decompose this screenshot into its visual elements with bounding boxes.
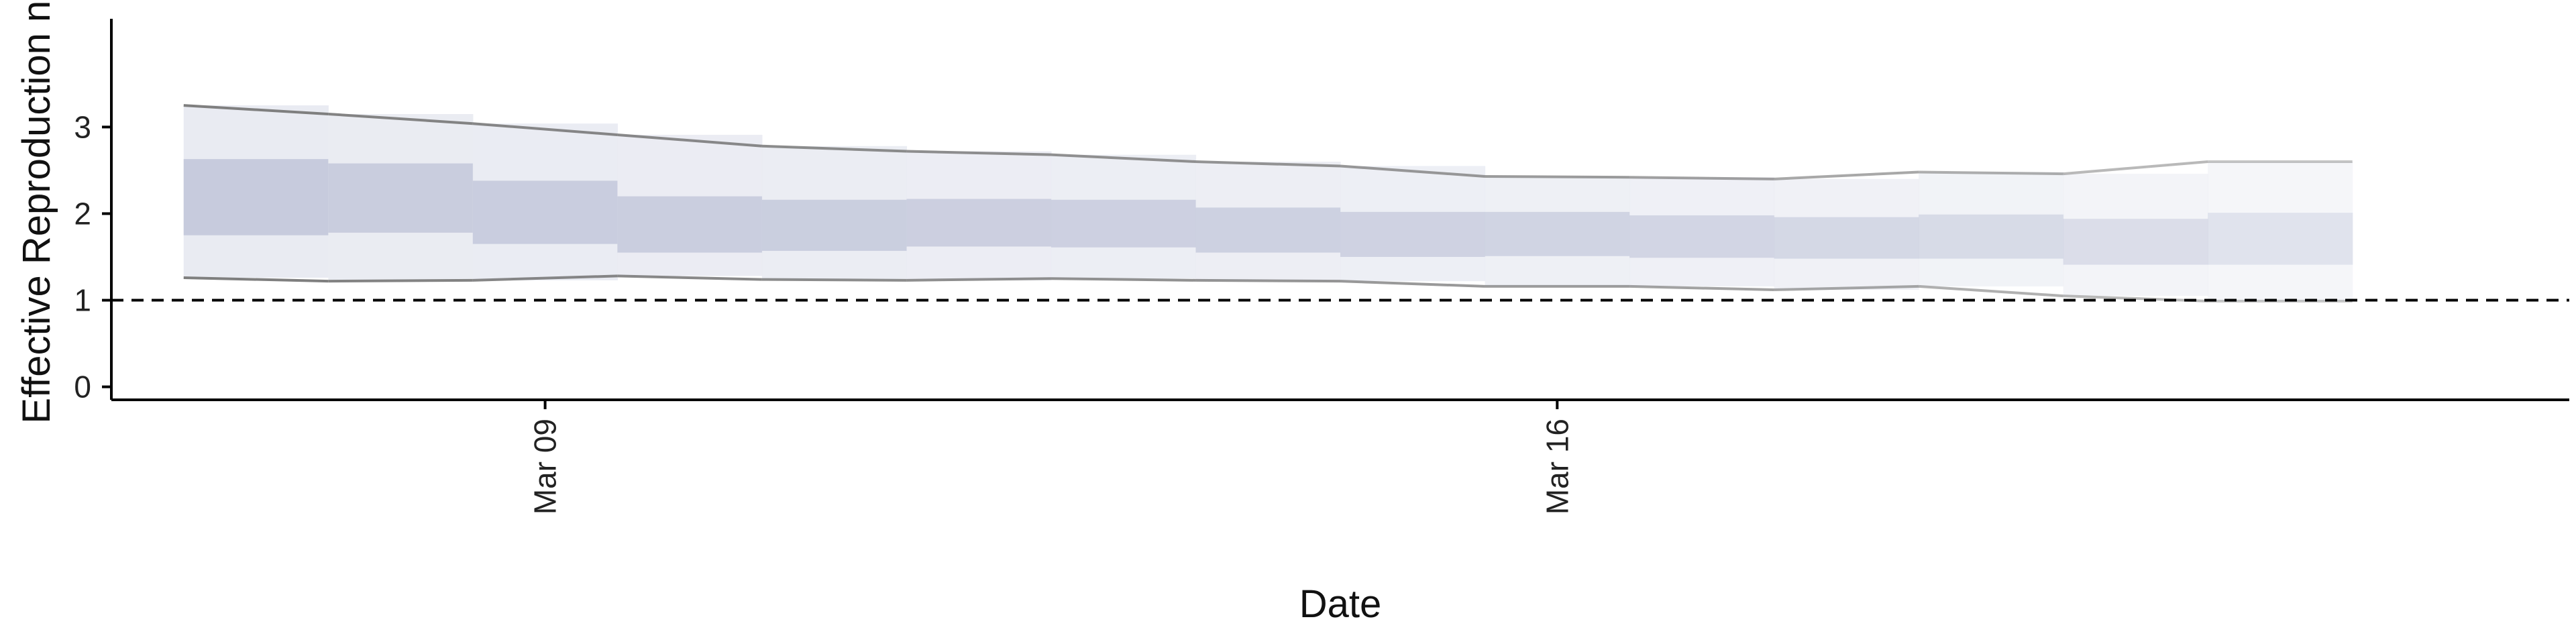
upper90-outline-segment (472, 122, 618, 136)
y-axis-ticks: 0 1 2 3 (74, 109, 111, 405)
inner-band-segment (906, 199, 1052, 247)
upper90-outline-segment (1051, 153, 1196, 163)
lower90-outline-segment (906, 277, 1051, 282)
lower90-outline-segment (1195, 278, 1341, 283)
x-tick-label: Mar 09 (528, 419, 563, 515)
inner-band-segment (472, 180, 618, 244)
upper90-outline-segment (761, 144, 907, 153)
upper90-outline-segment (1485, 174, 1630, 179)
inner-band-segment (1485, 211, 1630, 256)
upper90-outline-segment (1195, 160, 1341, 168)
inner-band-segment (1340, 211, 1486, 257)
inner-band-segment (1051, 199, 1197, 248)
inner-band-segment (183, 159, 329, 235)
lower90-outline-segment (1774, 284, 1919, 292)
inner-band-segment (617, 196, 763, 253)
y-tick-label: 1 (74, 283, 91, 318)
inner-band-segment (2063, 219, 2208, 265)
lower90-outline-segment (183, 276, 329, 283)
upper90-outline-segment (1340, 164, 1485, 178)
outer-band-segment (2208, 162, 2353, 301)
x-axis-ticks: Mar 09 Mar 16 (528, 400, 1574, 515)
upper90-outline-segment (1774, 170, 1919, 180)
lower90-outline-segment (1051, 277, 1196, 282)
inner-band-segment (761, 199, 908, 251)
inner-band-segment (1629, 215, 1775, 258)
outer-band-outlines (183, 104, 2353, 303)
y-axis-title: Effective Reproduction no. (15, 0, 58, 424)
upper90-outline-segment (1629, 176, 1774, 180)
upper90-outline-segment (617, 133, 763, 148)
upper90-outline-segment (906, 150, 1051, 156)
credible-interval-bands (183, 105, 2353, 301)
inner-band-segment (1919, 214, 2064, 259)
inner-band-segment (1195, 207, 1341, 253)
y-tick-label: 0 (74, 370, 91, 405)
lower90-outline-segment (2063, 294, 2208, 303)
lower90-outline-segment (328, 278, 473, 283)
upper90-outline-segment (328, 113, 473, 125)
inner-band-segment (1774, 217, 1919, 259)
lower90-outline-segment (617, 274, 762, 281)
upper90-outline-segment (1919, 170, 2063, 176)
lower90-outline-segment (1918, 284, 2063, 298)
y-tick-label: 2 (74, 196, 91, 231)
lower90-outline-segment (1340, 280, 1485, 288)
upper90-outline-segment (183, 104, 329, 115)
x-tick-label: Mar 16 (1540, 419, 1574, 515)
lower90-outline-segment (1629, 284, 1774, 292)
x-axis-title: Date (1299, 582, 1382, 626)
inner-band-segment (328, 163, 474, 233)
lower90-outline-segment (472, 274, 618, 282)
upper90-outline-segment (2063, 160, 2208, 176)
y-tick-label: 3 (74, 109, 91, 144)
inner-band-segment (2208, 213, 2353, 265)
